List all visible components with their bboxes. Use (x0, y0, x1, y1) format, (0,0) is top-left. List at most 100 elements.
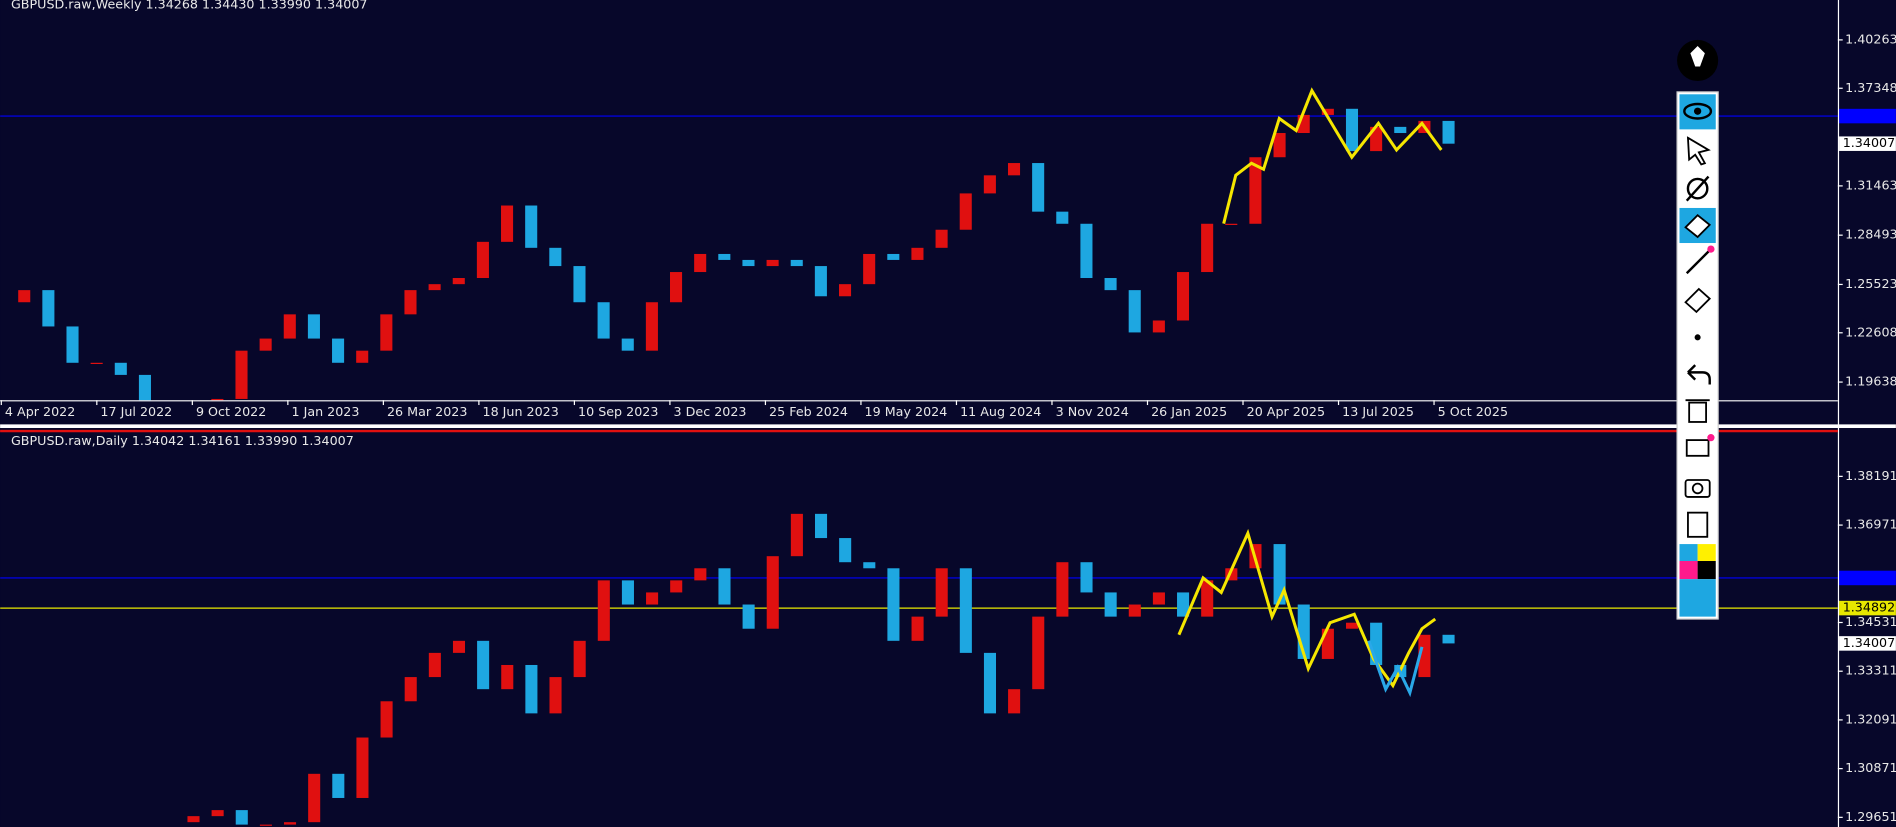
color-swatch[interactable] (1697, 544, 1716, 562)
x-tick-label: 25 Feb 2024 (769, 404, 848, 419)
candle (259, 824, 272, 826)
candle (959, 568, 972, 653)
candle (838, 284, 852, 297)
candle (1394, 126, 1407, 134)
candle (621, 338, 634, 351)
candle (307, 314, 320, 339)
candle (452, 640, 466, 653)
camera-button[interactable] (1684, 479, 1711, 498)
candle (742, 259, 755, 267)
line-button[interactable] (1685, 249, 1711, 275)
candle (549, 247, 562, 267)
price-box (1839, 600, 1896, 616)
candle (114, 362, 127, 375)
clipboard-button[interactable] (1687, 511, 1709, 538)
candle (839, 538, 852, 563)
candle (1104, 278, 1117, 291)
x-tick-label: 26 Mar 2023 (387, 404, 467, 419)
candle (1128, 290, 1141, 333)
candle (1418, 634, 1431, 678)
candle (911, 247, 924, 260)
candle (1008, 689, 1021, 714)
candle (1128, 604, 1141, 617)
candle (597, 580, 610, 641)
toolbar-panel (1676, 91, 1719, 620)
candle (718, 253, 731, 260)
drawing-toolbar (1676, 39, 1719, 620)
y-tick-label: 1.22608 (1845, 324, 1896, 339)
undo-button[interactable] (1687, 364, 1711, 385)
chart-header: GBPUSD.raw,Daily 1.34042 1.34161 1.33990… (11, 433, 354, 448)
candle (1273, 133, 1286, 158)
candle (1370, 126, 1383, 152)
current-price-label: 1.34007 (1843, 135, 1895, 150)
candle (694, 568, 707, 581)
candle (863, 253, 876, 285)
candle (235, 810, 248, 825)
candle (1080, 562, 1093, 593)
candle (284, 822, 297, 825)
hide-button[interactable] (1686, 177, 1709, 200)
candle (138, 374, 151, 401)
candle (90, 362, 103, 364)
y-tick-label: 1.33311 (1845, 663, 1896, 678)
candle (1321, 108, 1334, 115)
x-tick-label: 9 Oct 2022 (196, 404, 266, 419)
candle (935, 568, 948, 617)
candle (814, 513, 828, 539)
screen-button[interactable] (1685, 439, 1710, 457)
x-tick-label: 19 May 2024 (865, 404, 948, 419)
color-swatch[interactable] (1679, 561, 1698, 580)
cursor-button[interactable] (1686, 136, 1711, 166)
candle (549, 677, 562, 714)
x-tick-label: 26 Jan 2025 (1151, 404, 1227, 419)
color-swatch[interactable] (1679, 544, 1698, 562)
candle (404, 677, 417, 702)
candle (983, 175, 996, 194)
candle (428, 652, 441, 678)
candle (525, 205, 538, 248)
candle (573, 266, 586, 303)
clear-button[interactable] (1684, 287, 1712, 314)
candle (308, 773, 321, 823)
candle (428, 284, 441, 291)
candle (332, 338, 345, 363)
candle (211, 810, 224, 817)
candle (694, 253, 707, 273)
price-box (1839, 108, 1896, 124)
x-tick-label: 4 Apr 2022 (5, 404, 75, 419)
size-button[interactable] (1694, 334, 1701, 341)
candle (42, 290, 55, 327)
candle (573, 640, 586, 678)
candle (1442, 634, 1455, 644)
candle (983, 652, 997, 714)
candle (66, 326, 79, 363)
drawing (1177, 528, 1437, 689)
candle (790, 259, 803, 267)
candle (766, 556, 779, 629)
candle (887, 253, 900, 260)
hide-icon (1685, 175, 1710, 202)
candle (790, 513, 803, 557)
y-tick-label: 1.36971 (1845, 517, 1896, 532)
candle (1056, 211, 1069, 224)
eye-pupil (1693, 107, 1702, 115)
candle (935, 229, 948, 248)
candle (1104, 592, 1117, 617)
color-swatch[interactable] (1697, 561, 1716, 580)
camera-lens (1691, 482, 1704, 495)
candle (1249, 157, 1262, 224)
candle (501, 664, 514, 690)
candle (1442, 120, 1455, 144)
trash-button[interactable] (1688, 401, 1707, 423)
candle (259, 338, 272, 351)
candle (621, 580, 634, 605)
eye-icon (1683, 102, 1713, 120)
candle (477, 640, 490, 690)
x-tick-label: 20 Apr 2025 (1247, 404, 1325, 419)
y-tick-label: 1.40263 (1845, 31, 1896, 46)
candle (476, 241, 489, 279)
candle (887, 568, 900, 641)
current-color[interactable] (1679, 579, 1716, 617)
